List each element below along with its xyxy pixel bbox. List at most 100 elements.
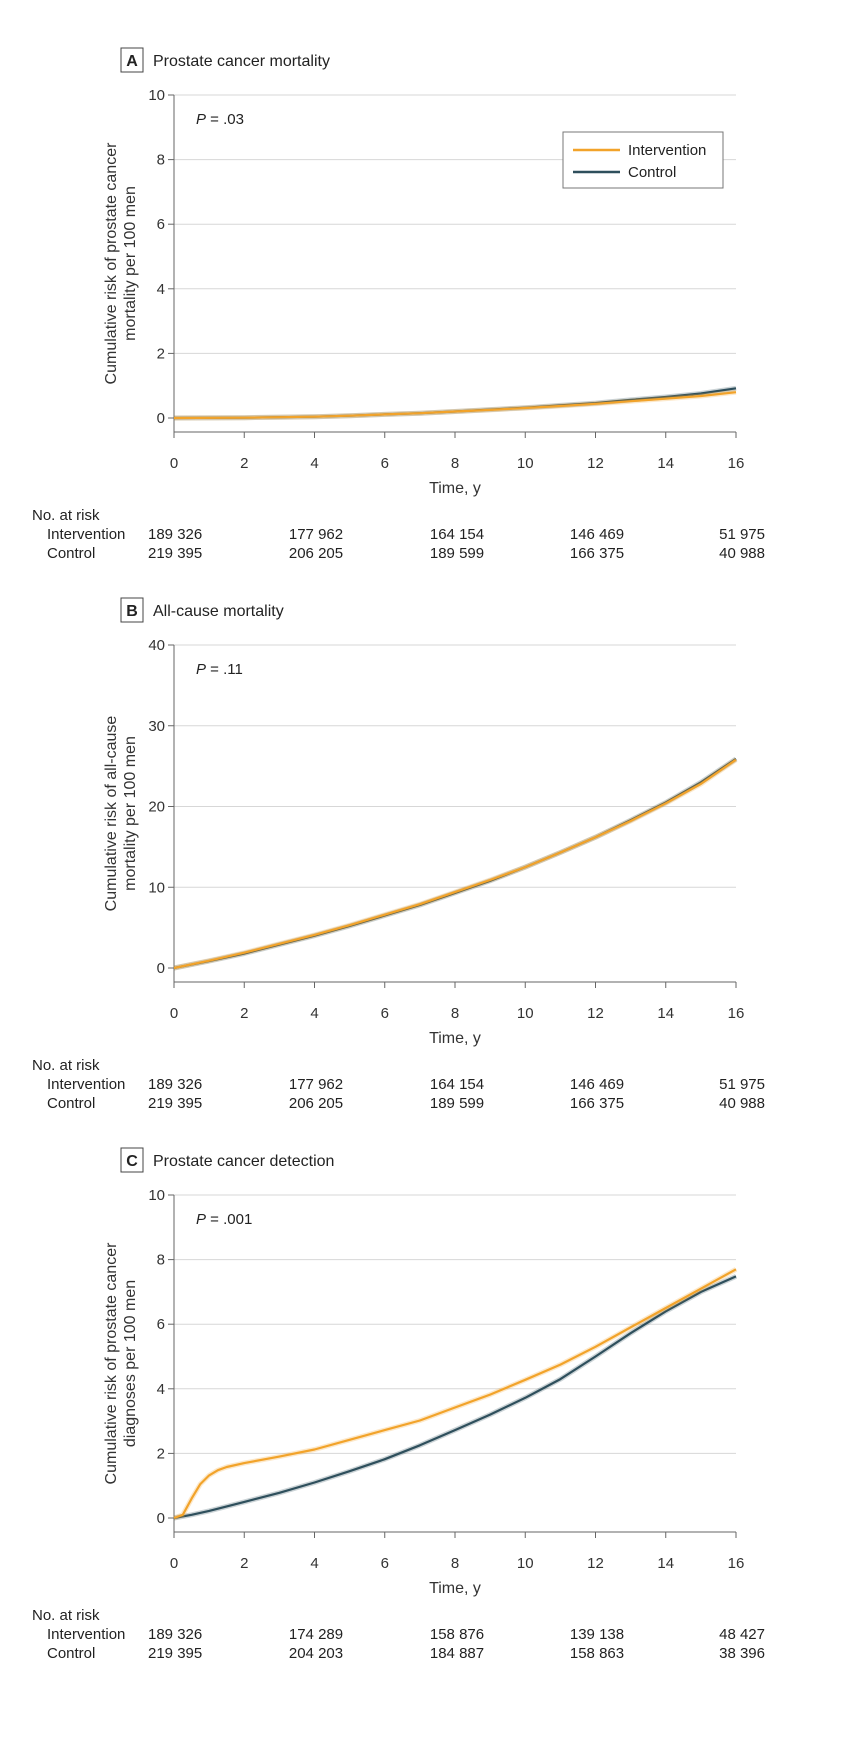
series-band-control (173, 1274, 738, 1521)
at-risk-value: 139 138 (570, 1626, 624, 1643)
y-tick-label: 0 (157, 960, 165, 977)
at-risk-row-label: Intervention (47, 526, 125, 543)
x-tick-label: 2 (240, 1005, 248, 1022)
p-value-annotation: P = .001 (196, 1211, 252, 1228)
y-tick-label: 2 (157, 345, 165, 362)
y-axis-label-line: Cumulative risk of prostate cancer (103, 1242, 120, 1485)
y-tick-label: 40 (148, 637, 165, 654)
at-risk-row-label: Control (47, 545, 95, 560)
at-risk-value: 51 975 (719, 1076, 765, 1093)
x-tick-label: 10 (517, 1005, 534, 1022)
series-line-control (173, 757, 737, 970)
y-axis-label-line: diagnoses per 100 men (122, 1280, 139, 1447)
panel-letter: B (126, 603, 138, 620)
x-tick-label: 10 (517, 1555, 534, 1572)
at-risk-header: No. at risk (32, 1607, 100, 1624)
x-tick-label: 12 (587, 455, 604, 472)
legend-label-intervention: Intervention (628, 142, 706, 159)
x-tick-label: 14 (657, 1005, 674, 1022)
x-tick-label: 0 (170, 1005, 178, 1022)
panel-c: C Prostate cancer detection 0 2 4 6 8 10 0 2 4 6 8 10… (0, 1100, 858, 1660)
y-tick-label: 30 (148, 718, 165, 735)
x-tick-label: 6 (381, 1555, 389, 1572)
x-tick-label: 0 (170, 455, 178, 472)
at-risk-value: 189 599 (430, 545, 484, 560)
x-tick-label: 4 (310, 1005, 318, 1022)
y-tick-label: 20 (148, 799, 165, 816)
x-tick-label: 2 (240, 455, 248, 472)
at-risk-value: 189 326 (148, 1626, 202, 1643)
chart-b-svg: B All-cause mortality 0 10 20 30 40 0 2 4 6 8 10 12 14… (32, 597, 765, 1110)
x-tick-label: 8 (451, 1555, 459, 1572)
series-band-intervention (173, 757, 738, 971)
y-axis-label-line: Cumulative risk of all-cause (103, 716, 120, 912)
series-line-intervention (173, 1268, 737, 1520)
series-line-intervention (173, 391, 737, 420)
legend-box (562, 131, 724, 189)
at-risk-header: No. at risk (32, 1057, 100, 1074)
y-axis-label-line: Cumulative risk of prostate cancer (103, 142, 120, 385)
at-risk-value: 164 154 (430, 1076, 484, 1093)
y-tick-label: 8 (157, 152, 165, 169)
at-risk-row-label: Intervention (47, 1076, 125, 1093)
p-value-text: = .11 (206, 661, 243, 678)
at-risk-value: 219 395 (148, 545, 202, 560)
chart-a-svg: A Prostate cancer mortality 0 2 4 6 8 10 0 2 4 6 8 10… (32, 47, 765, 560)
x-tick-label: 2 (240, 1555, 248, 1572)
y-tick-label: 10 (148, 1187, 165, 1204)
y-tick-label: 2 (157, 1445, 165, 1462)
at-risk-value: 40 988 (719, 1095, 765, 1110)
y-tick-label: 0 (157, 1510, 165, 1527)
chart-c-svg: C Prostate cancer detection 0 2 4 6 8 10 0 2 4 6 8 10… (32, 1147, 765, 1660)
x-tick-label: 12 (587, 1005, 604, 1022)
p-value-annotation: P = .03 (196, 111, 244, 128)
x-tick-label: 10 (517, 455, 534, 472)
at-risk-value: 38 396 (719, 1645, 765, 1660)
x-tick-label: 6 (381, 455, 389, 472)
panel-letter: A (126, 53, 138, 70)
x-tick-label: 0 (170, 1555, 178, 1572)
series-line-control (173, 1275, 737, 1520)
x-tick-label: 14 (657, 455, 674, 472)
x-tick-label: 4 (310, 1555, 318, 1572)
p-value-label: P (196, 1211, 206, 1228)
at-risk-value: 184 887 (430, 1645, 484, 1660)
panel-b: B All-cause mortality 0 10 20 30 40 0 2 4 6 8 10 12 14… (0, 550, 858, 1110)
y-tick-label: 0 (157, 410, 165, 427)
x-axis-label: Time, y (429, 1030, 481, 1047)
x-tick-label: 6 (381, 1005, 389, 1022)
at-risk-value: 166 375 (570, 1095, 624, 1110)
chart-title: Prostate cancer detection (153, 1153, 334, 1170)
y-tick-label: 8 (157, 1252, 165, 1269)
panel-letter: C (126, 1153, 138, 1170)
y-tick-label: 4 (157, 1381, 165, 1398)
y-tick-label: 10 (148, 87, 165, 104)
at-risk-value: 51 975 (719, 526, 765, 543)
legend-label-control: Control (628, 164, 676, 181)
panel-letter-box (120, 47, 144, 73)
at-risk-value: 177 962 (289, 1076, 343, 1093)
at-risk-row-label: Intervention (47, 1626, 125, 1643)
at-risk-value: 219 395 (148, 1645, 202, 1660)
chart-title: All-cause mortality (153, 603, 284, 620)
at-risk-value: 40 988 (719, 545, 765, 560)
x-tick-label: 12 (587, 1555, 604, 1572)
x-tick-label: 16 (728, 1555, 745, 1572)
panel-a: A Prostate cancer mortality 0 2 4 6 8 10 0 2 4 6 8 10… (0, 0, 858, 560)
panel-letter-box (120, 1147, 144, 1173)
y-tick-label: 4 (157, 281, 165, 298)
x-tick-label: 8 (451, 455, 459, 472)
p-value-text: = .001 (206, 1211, 252, 1228)
at-risk-value: 219 395 (148, 1095, 202, 1110)
series-band-control (173, 756, 738, 971)
at-risk-value: 189 326 (148, 526, 202, 543)
legend: Intervention Control (562, 131, 724, 189)
at-risk-value: 189 326 (148, 1076, 202, 1093)
y-tick-label: 6 (157, 1316, 165, 1333)
at-risk-value: 158 863 (570, 1645, 624, 1660)
at-risk-value: 48 427 (719, 1626, 765, 1643)
x-tick-label: 14 (657, 1555, 674, 1572)
at-risk-value: 146 469 (570, 1076, 624, 1093)
at-risk-value: 204 203 (289, 1645, 343, 1660)
y-axis-label: Cumulative risk of prostate cancer mortal… (103, 142, 139, 385)
